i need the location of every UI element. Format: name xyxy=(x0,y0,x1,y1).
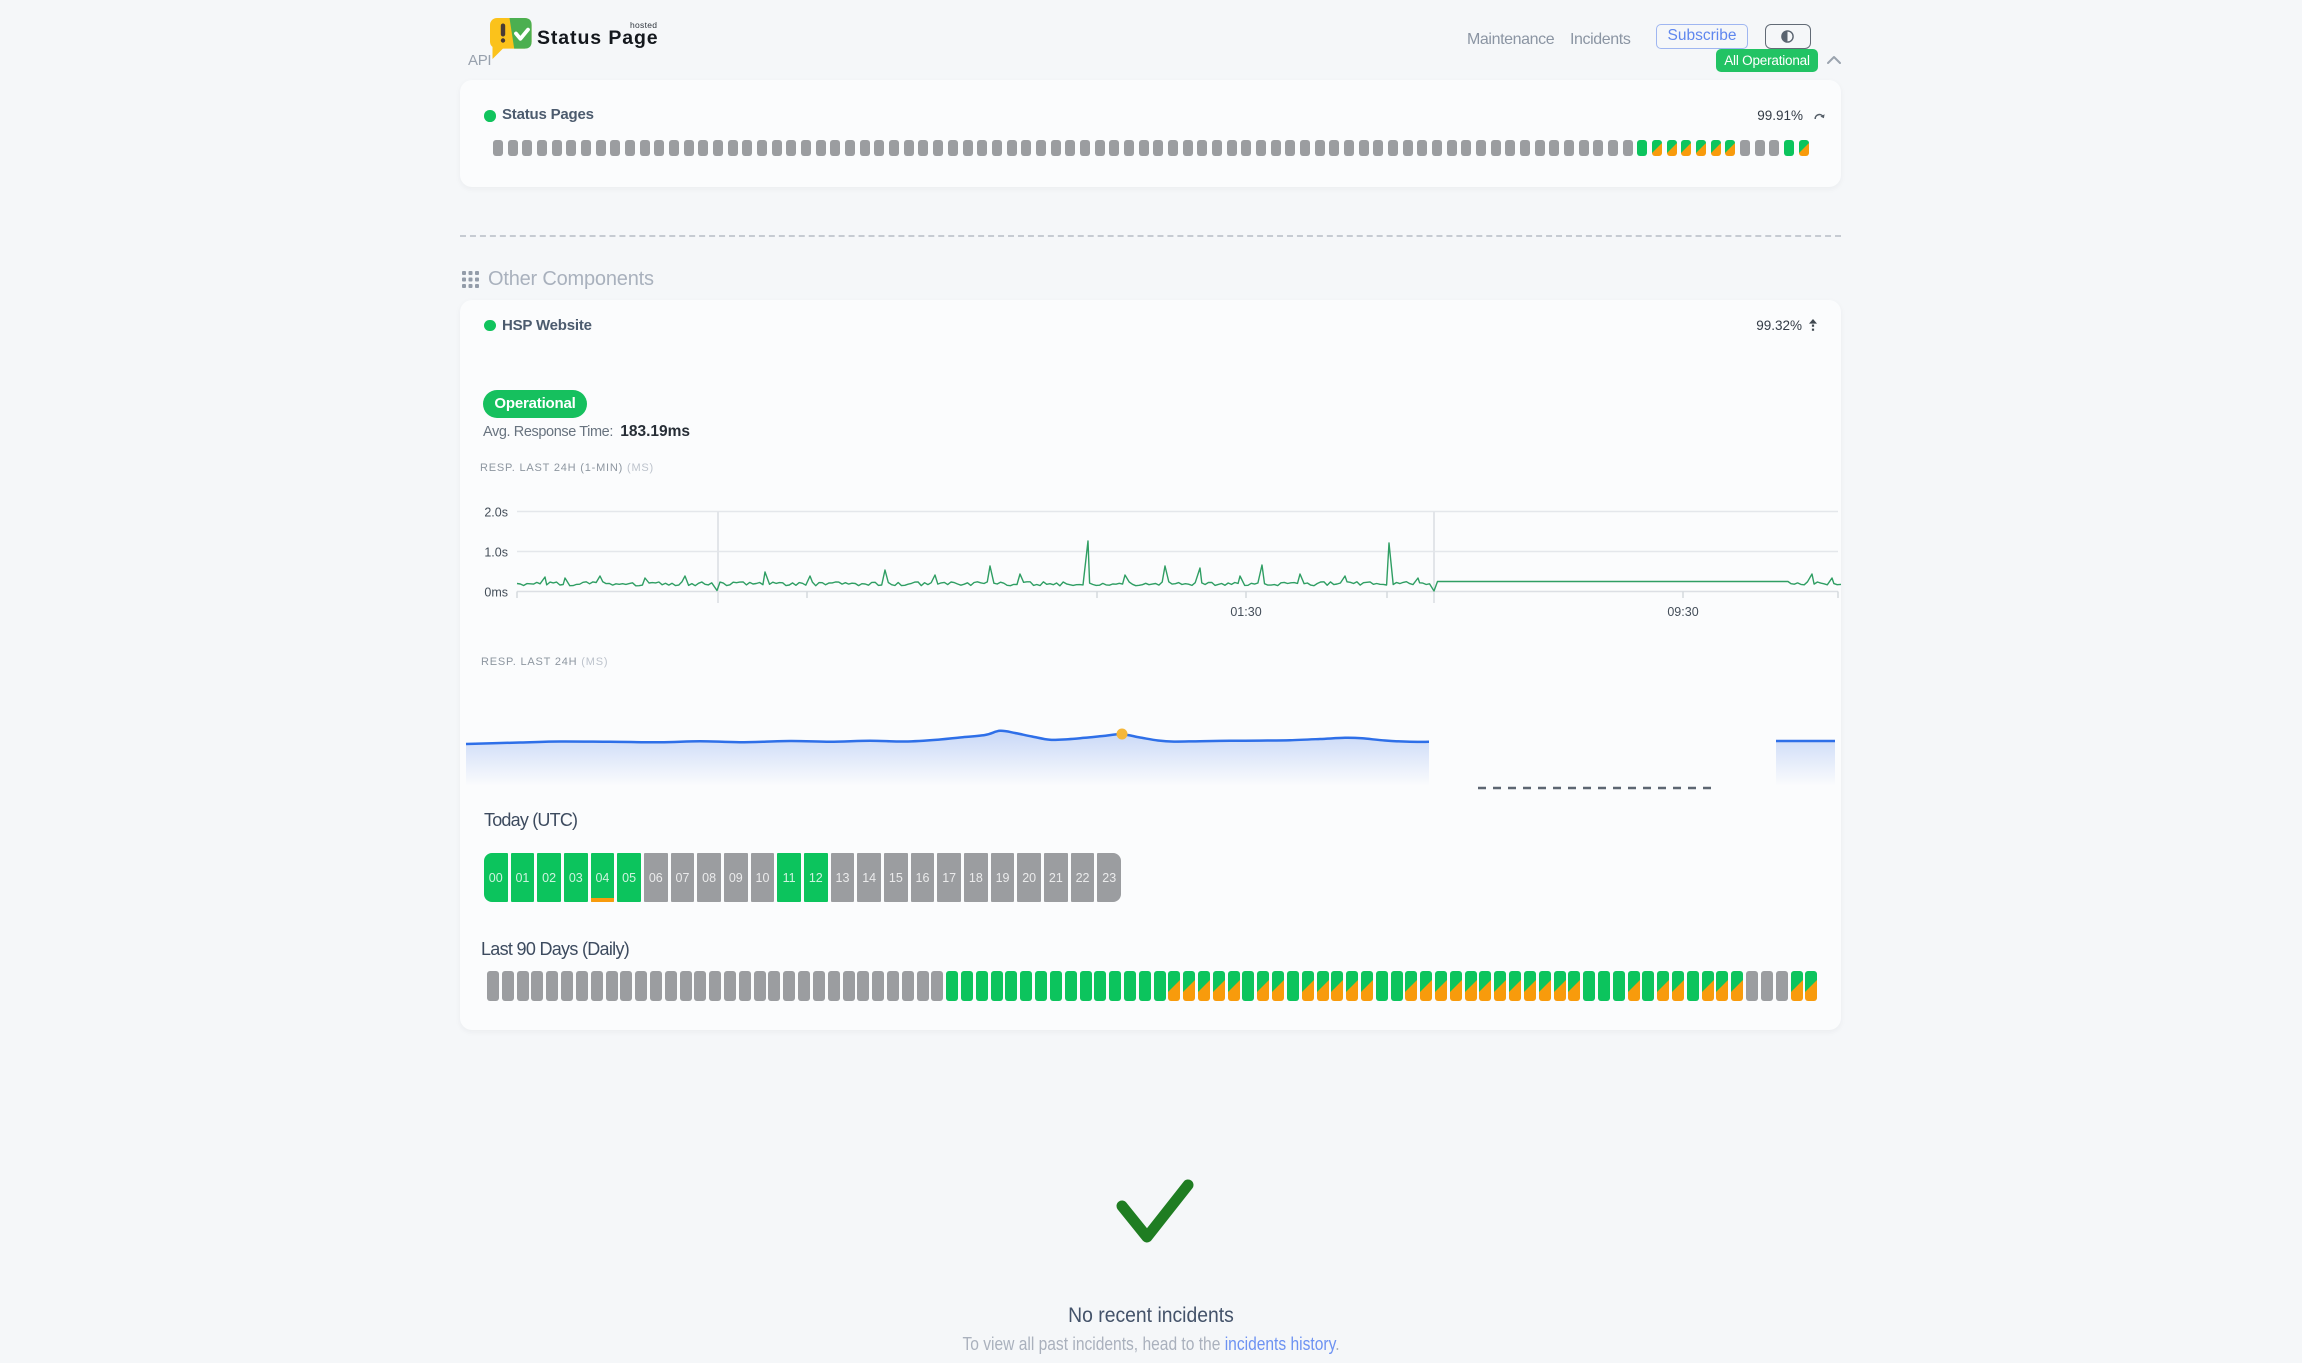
svg-text:2.0s: 2.0s xyxy=(484,506,508,520)
svg-text:01:30: 01:30 xyxy=(1230,605,1261,619)
svg-text:1.0s: 1.0s xyxy=(484,546,508,560)
svg-text:09:30: 09:30 xyxy=(1667,605,1698,619)
svg-text:0ms: 0ms xyxy=(484,586,508,600)
